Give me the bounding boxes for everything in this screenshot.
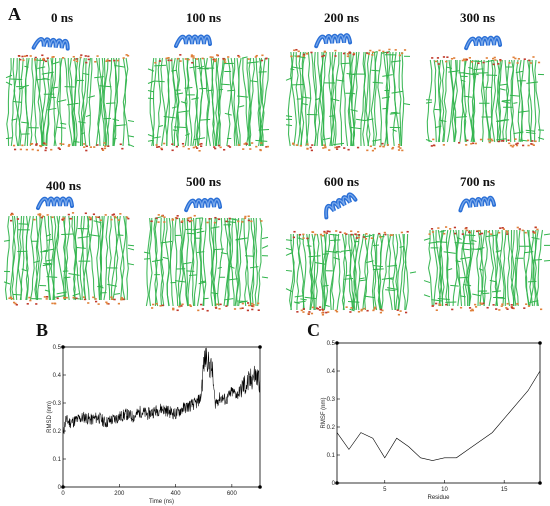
rmsf-corner-dot: [538, 341, 542, 345]
peptide-helix: [464, 35, 503, 51]
rmsd-series-line: [62, 347, 261, 435]
rmsd-corner-dot: [258, 485, 262, 489]
snapshot-label-500ns: 500 ns: [186, 174, 222, 189]
membrane-snapshot: [425, 56, 545, 148]
membrane-snapshot: [143, 214, 269, 312]
panel-label-b: B: [36, 320, 49, 340]
rmsd-x-tick-label: 200: [114, 491, 125, 497]
rmsd-x-tick-label: 400: [171, 491, 182, 497]
snapshot-label-0ns: 0 ns: [51, 10, 74, 25]
rmsf-x-tick-label: 15: [501, 487, 508, 493]
peptide-helix: [314, 33, 353, 49]
rmsf-y-tick-label: 0.1: [327, 453, 336, 459]
rmsf-corner-dot: [538, 481, 542, 485]
rmsd-y-tick-label: 0.3: [53, 401, 62, 407]
rmsf-y-tick-label: 0.5: [327, 341, 336, 347]
rmsd-y-tick-label: 0: [58, 485, 62, 491]
membrane-snapshot: [285, 48, 411, 152]
peptide-helix: [184, 197, 223, 213]
membrane-snapshot: [3, 212, 135, 306]
panel-label-a: A: [8, 4, 21, 24]
membrane-snapshot: [5, 54, 135, 152]
snapshot-label-100ns: 100 ns: [186, 10, 222, 25]
rmsf-y-tick-label: 0.3: [327, 397, 336, 403]
rmsf-series-line: [336, 370, 541, 461]
rmsd-y-tick-label: 0.5: [53, 345, 62, 351]
peptide-helix: [324, 192, 358, 220]
rmsf-x-tick-label: 5: [383, 487, 387, 493]
membrane-snapshot: [285, 230, 417, 316]
rmsf-x-axis-title: Residue: [427, 495, 450, 501]
rmsd-x-tick-label: 600: [227, 491, 238, 497]
snapshot-label-300ns: 300 ns: [460, 10, 496, 25]
rmsf-x-tick-label: 10: [441, 487, 448, 493]
snapshot-label-700ns: 700 ns: [460, 174, 496, 189]
rmsd-corner-dot: [258, 345, 262, 349]
peptide-helix: [36, 196, 74, 210]
rmsd-y-tick-label: 0.1: [53, 457, 62, 463]
peptide-helix: [31, 36, 70, 51]
rmsd-y-tick-label: 0.2: [53, 429, 62, 435]
panel-label-c: C: [307, 320, 320, 340]
rmsd-y-tick-label: 0.4: [53, 373, 62, 379]
rmsd-y-axis-title: RMSD (nm): [47, 401, 53, 433]
peptide-helix: [174, 34, 212, 48]
membrane-snapshot: [423, 226, 550, 312]
peptide-helix: [458, 195, 497, 213]
snapshot-label-200ns: 200 ns: [324, 10, 360, 25]
snapshot-label-600ns: 600 ns: [324, 174, 360, 189]
rmsf-y-tick-label: 0.4: [327, 369, 336, 375]
rmsf-y-axis-title: RMSF (nm): [321, 398, 327, 429]
membrane-snapshots: [3, 33, 550, 316]
rmsf-y-tick-label: 0.2: [327, 425, 336, 431]
rmsf-plot-frame: [336, 342, 541, 484]
rmsd-x-tick-label: 0: [61, 491, 65, 497]
snapshot-label-400ns: 400 ns: [46, 178, 82, 193]
rmsd-x-axis-title: Time (ns): [149, 499, 174, 505]
rmsf-y-tick-label: 0: [332, 481, 336, 487]
membrane-snapshot: [147, 54, 270, 152]
rmsd-plot-frame: [62, 346, 261, 488]
